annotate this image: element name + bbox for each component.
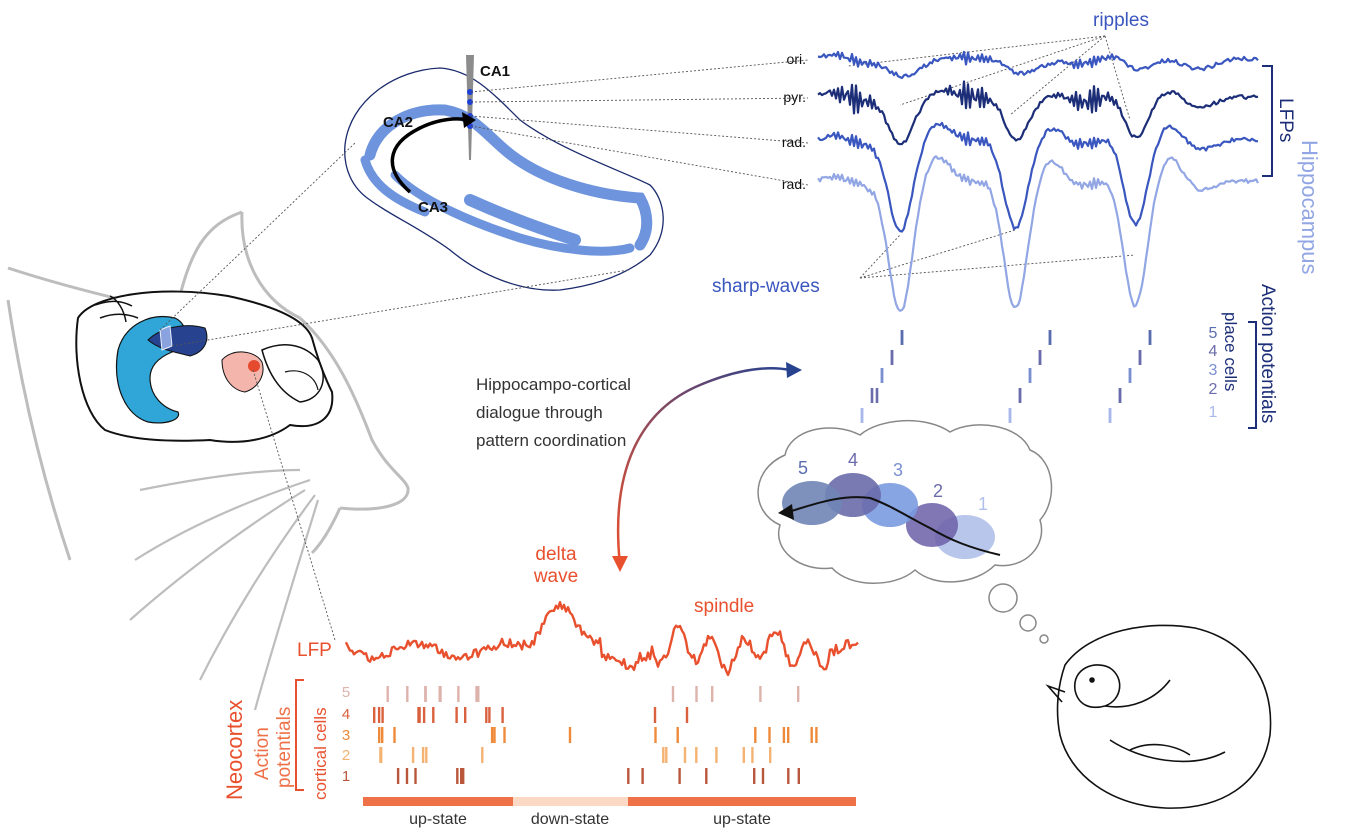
up-state-bar-1 <box>363 797 513 806</box>
trisynaptic-arrow <box>390 117 469 194</box>
dialogue-arrowhead-bottom <box>612 556 628 572</box>
up-state-label-1: up-state <box>409 811 467 828</box>
cortical-cell-number-4: 4 <box>342 706 350 723</box>
lfp-trace-ori <box>817 50 1259 80</box>
dialogue-line-3: pattern coordination <box>476 431 626 450</box>
cortical-cells-bracket <box>295 679 304 791</box>
layer-label-pyr: pyr. <box>783 89 806 105</box>
place-field-numbers: 5 4 3 2 1 <box>798 450 988 514</box>
trajectory-path <box>787 496 1001 556</box>
place-cell-number-3: 3 <box>1209 362 1218 379</box>
ca1-label: CA1 <box>480 63 510 80</box>
electrode <box>466 55 474 160</box>
layer-label-rad: rad. <box>782 134 806 150</box>
sharp-waves-label: sharp-waves <box>712 276 820 297</box>
rat-brain <box>75 290 334 443</box>
lfps-label: LFPs <box>1275 98 1296 142</box>
spindle-label: spindle <box>694 596 754 617</box>
cortical-cell-number-2: 2 <box>342 747 350 764</box>
ripples-label: ripples <box>1093 10 1149 31</box>
cortical-cell-raster <box>373 686 818 784</box>
cortical-lfp-trace <box>344 601 859 677</box>
ca2-label: CA2 <box>383 114 413 131</box>
place-field-number-3: 3 <box>893 460 903 480</box>
cortical-cell-numbers: 5 4 3 2 1 <box>342 684 350 785</box>
place-cell-number-2: 2 <box>1209 381 1218 398</box>
down-state-bar <box>513 797 628 806</box>
place-cell-raster <box>860 330 1152 423</box>
up-state-label-2: up-state <box>713 811 771 828</box>
whiskers <box>129 468 320 711</box>
place-cell-number-4: 4 <box>1209 343 1218 360</box>
place-cell-numbers: 5 4 3 2 1 <box>1209 325 1218 421</box>
cortical-cell-number-1: 1 <box>342 768 350 785</box>
up-state-bar-2 <box>628 797 856 806</box>
place-field-number-4: 4 <box>848 450 858 470</box>
dialogue-arrowhead-top <box>786 362 802 378</box>
action-potentials-cortex-label-1: Action <box>252 727 273 780</box>
lfps-bracket <box>1262 65 1273 177</box>
hippocampal-lfp-traces <box>817 50 1259 312</box>
place-cells-bracket <box>1248 321 1257 429</box>
hippocampus-section <box>344 67 664 291</box>
place-field-number-1: 1 <box>978 494 988 514</box>
dialogue-arrow <box>616 367 791 566</box>
place-cells-label: place cells <box>1221 312 1240 391</box>
dialogue-line-1: Hippocampo-cortical <box>476 375 631 394</box>
state-labels: up-state down-state up-state <box>409 811 771 828</box>
sleeping-rat <box>1045 624 1272 809</box>
layer-label-ori: ori. <box>787 51 806 67</box>
trisynaptic-arrowhead <box>462 112 476 128</box>
delta-wave-label-1: delta <box>535 544 577 565</box>
lfp-trace-rad-1 <box>817 121 1259 233</box>
place-field-number-2: 2 <box>933 481 943 501</box>
neocortex-label: Neocortex <box>222 700 247 800</box>
down-state-label: down-state <box>531 811 609 828</box>
cortical-cells-label: cortical cells <box>311 707 330 800</box>
layer-label-rad-2: rad. <box>782 176 806 192</box>
place-field-number-5: 5 <box>798 458 808 478</box>
action-potentials-cortex-label-2: potentials <box>274 707 295 788</box>
lfp-trace-pyr <box>817 80 1259 146</box>
cortical-cell-number-5: 5 <box>342 684 350 701</box>
cortical-cell-number-3: 3 <box>342 727 350 744</box>
lfp-trace-rad-2 <box>817 155 1259 312</box>
cortical-lfp-label: LFP <box>297 640 332 661</box>
layer-labels: ori. pyr. rad. rad. <box>782 51 806 192</box>
delta-wave-label-2: wave <box>533 566 578 587</box>
place-cell-number-1: 1 <box>1209 404 1218 421</box>
place-cell-number-5: 5 <box>1209 325 1218 342</box>
dialogue-text: Hippocampo-cortical dialogue through pat… <box>476 375 631 450</box>
hippocampus-label: Hippocampus <box>1297 140 1322 275</box>
thought-dots <box>988 583 1049 644</box>
action-potentials-hippo-label: Action potentials <box>1257 284 1278 423</box>
dialogue-line-2: dialogue through <box>476 403 603 422</box>
trajectory-arrowhead <box>778 504 794 520</box>
ca3-label: CA3 <box>418 199 448 216</box>
place-fields <box>782 473 995 559</box>
